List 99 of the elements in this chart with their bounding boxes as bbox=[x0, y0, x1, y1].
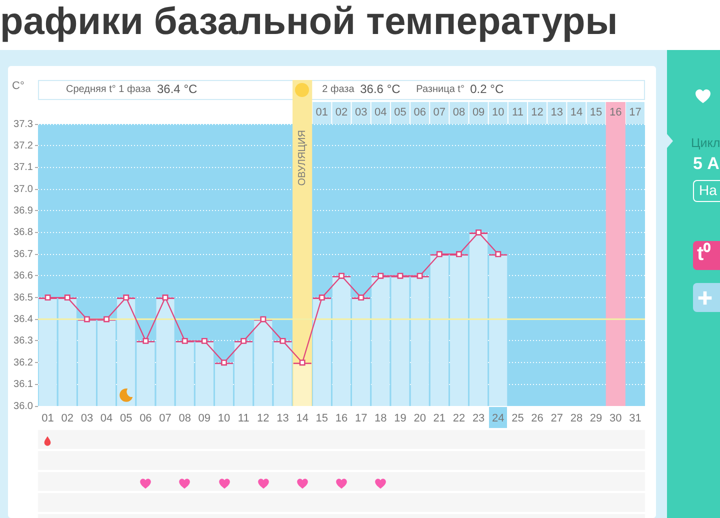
y-tick-label: 36.6 bbox=[14, 270, 34, 282]
text: Средняя t° 1 фаза bbox=[66, 84, 151, 96]
x-tick-label: 23 bbox=[472, 412, 485, 425]
text: 36.4 °C bbox=[157, 82, 198, 97]
y-tick-label: 36.1 bbox=[14, 379, 34, 390]
y-tick-label: 36.8 bbox=[14, 227, 34, 238]
x-tick-label: 15 bbox=[316, 412, 328, 425]
y-tick-label: 36.4 bbox=[14, 314, 34, 325]
x2-tick-label: 10 bbox=[492, 106, 504, 118]
x2-tick-label: 03 bbox=[354, 106, 368, 118]
point bbox=[318, 294, 325, 301]
x-tick-label: 12 bbox=[257, 412, 270, 425]
point bbox=[436, 251, 442, 258]
x-tick-label: 19 bbox=[394, 412, 406, 425]
text: 36.6 °C bbox=[360, 82, 400, 97]
y-tick-label: 37.1 bbox=[14, 162, 34, 174]
y-tick-label: 36.3 bbox=[14, 336, 34, 347]
point bbox=[221, 360, 227, 366]
point bbox=[456, 251, 462, 258]
x2-tick-label: 11 bbox=[512, 106, 524, 118]
point bbox=[84, 316, 90, 322]
y-tick-label: 37.3 bbox=[14, 118, 34, 130]
point bbox=[280, 338, 286, 344]
point bbox=[416, 272, 423, 279]
y-tick-label: 36.7 bbox=[14, 248, 34, 260]
x2-tick-label: 16 bbox=[610, 106, 622, 118]
text: Разница t° bbox=[416, 84, 464, 96]
x2-tick-label: 04 bbox=[374, 106, 387, 118]
band-label: ОВУЛЯЦИЯ bbox=[297, 130, 308, 186]
x-tick-label: 30 bbox=[610, 412, 622, 425]
x-tick-label: 29 bbox=[590, 412, 602, 425]
x-tick-label: 24 bbox=[492, 412, 504, 425]
point bbox=[358, 294, 364, 301]
text: 2 фаза bbox=[322, 84, 354, 96]
x2-tick-label: 13 bbox=[550, 106, 564, 118]
y-tick-label: 36.5 bbox=[14, 292, 34, 304]
x-tick-label: 04 bbox=[100, 412, 113, 425]
x-tick-label: 20 bbox=[414, 412, 426, 425]
x2-tick-label: 15 bbox=[590, 106, 602, 118]
x2-tick-label: 08 bbox=[452, 106, 466, 118]
point bbox=[182, 338, 188, 344]
x-tick-label: 25 bbox=[512, 412, 524, 425]
x2-tick-label: 09 bbox=[472, 106, 485, 118]
point bbox=[104, 316, 110, 322]
x-tick-label: 07 bbox=[159, 412, 172, 425]
x-tick-label: 14 bbox=[296, 412, 308, 425]
x2-tick-label: 14 bbox=[570, 106, 583, 118]
x2-tick-label: 02 bbox=[335, 106, 348, 118]
point bbox=[44, 294, 51, 301]
x-tick-label: 28 bbox=[570, 412, 583, 425]
x2-tick-label: 12 bbox=[531, 106, 544, 118]
x-tick-label: 22 bbox=[452, 412, 466, 425]
x2-tick-label: 17 bbox=[629, 106, 642, 118]
x-tick-label: 27 bbox=[550, 412, 564, 425]
point bbox=[123, 294, 130, 301]
point bbox=[201, 338, 208, 344]
x-tick-label: 02 bbox=[61, 412, 74, 425]
point bbox=[397, 272, 404, 279]
y-tick-label: 36.9 bbox=[14, 206, 34, 217]
x-tick-label: 16 bbox=[335, 412, 348, 425]
point bbox=[299, 360, 306, 366]
x-tick-label: 13 bbox=[276, 412, 289, 425]
x-tick-label: 03 bbox=[80, 412, 94, 425]
point bbox=[162, 294, 168, 301]
point bbox=[338, 272, 344, 279]
x2-tick-label: 01 bbox=[316, 106, 328, 118]
point bbox=[495, 251, 502, 258]
x2-tick-label: 07 bbox=[433, 106, 446, 118]
x-tick-label: 09 bbox=[198, 412, 211, 425]
x2-tick-label: 06 bbox=[414, 106, 426, 118]
y-axis-title: C° bbox=[12, 80, 24, 93]
x-tick-label: 18 bbox=[374, 412, 387, 425]
point bbox=[240, 338, 247, 344]
text: На bbox=[699, 182, 717, 198]
x-tick-label: 10 bbox=[218, 412, 230, 425]
x-tick-label: 08 bbox=[178, 412, 191, 425]
point bbox=[142, 338, 149, 344]
x-tick-label: 31 bbox=[629, 412, 642, 425]
x-tick-label: 06 bbox=[140, 412, 152, 425]
point bbox=[378, 272, 384, 279]
x-tick-label: 17 bbox=[354, 412, 368, 425]
y-tick-label: 36.0 bbox=[14, 400, 34, 412]
chart-title: рафики базальной температуры bbox=[0, 0, 618, 44]
point bbox=[476, 229, 482, 236]
x-tick-label: 01 bbox=[42, 412, 54, 425]
point bbox=[64, 294, 70, 301]
x-tick-label: 21 bbox=[433, 412, 446, 425]
x-tick-label: 26 bbox=[531, 412, 544, 425]
y-tick-label: 36.2 bbox=[14, 357, 34, 368]
y-tick-label: 37.2 bbox=[14, 140, 34, 152]
point bbox=[260, 316, 266, 322]
text: t⁰ bbox=[697, 243, 711, 266]
text: 0.2 °C bbox=[470, 82, 504, 97]
x-tick-label: 11 bbox=[238, 412, 250, 425]
x2-tick-label: 05 bbox=[394, 106, 406, 118]
text: Цикл bbox=[691, 136, 720, 150]
text: 5 А bbox=[693, 154, 720, 174]
y-tick-label: 37.0 bbox=[14, 184, 34, 195]
x-tick-label: 05 bbox=[120, 412, 132, 425]
